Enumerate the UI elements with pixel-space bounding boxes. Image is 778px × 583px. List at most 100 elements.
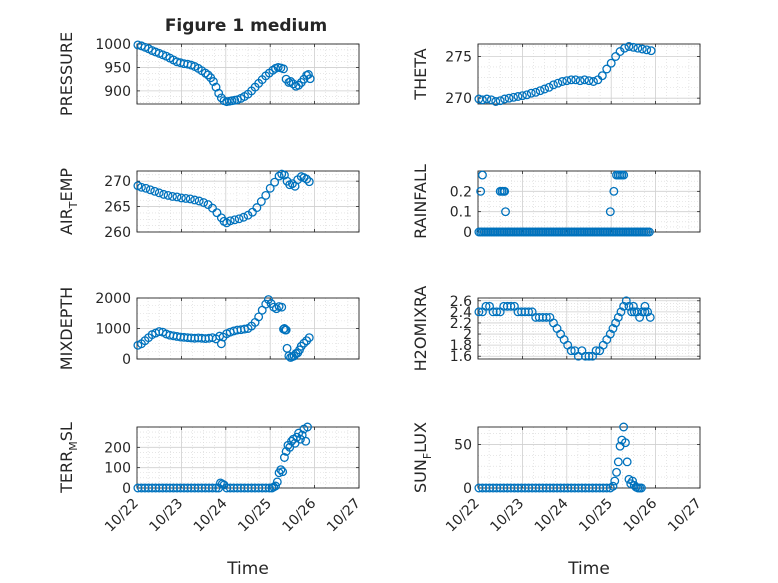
data-series bbox=[474, 42, 656, 106]
subplot-mixdepth: 2000 1000 0 MIXDEPTH bbox=[57, 287, 360, 370]
data-point bbox=[214, 88, 224, 98]
data-point bbox=[225, 216, 235, 226]
data-point bbox=[609, 186, 619, 196]
data-point bbox=[544, 82, 554, 92]
data-point bbox=[522, 90, 532, 100]
y-axis-label-main: H2OMIXRA bbox=[411, 286, 430, 372]
subplot-air-temp: 270 265 260 AIRTEMP bbox=[57, 168, 360, 241]
data-point bbox=[276, 465, 286, 475]
data-point bbox=[200, 68, 210, 78]
y-tick-label: 270 bbox=[104, 174, 131, 190]
y-axis-label-main: PRESSURE bbox=[57, 32, 76, 116]
data-series bbox=[133, 422, 312, 493]
data-point bbox=[628, 301, 638, 311]
data-point bbox=[303, 422, 312, 432]
data-point bbox=[486, 95, 496, 105]
data-point bbox=[566, 75, 576, 85]
y-tick-label: 900 bbox=[104, 84, 131, 100]
data-point bbox=[616, 307, 626, 317]
data-point bbox=[294, 80, 304, 90]
y-axis-label: MIXDEPTH bbox=[57, 287, 76, 370]
data-point bbox=[637, 307, 647, 317]
data-point bbox=[605, 329, 615, 339]
data-point bbox=[633, 43, 643, 53]
data-point bbox=[172, 192, 182, 202]
y-tick-label: 1000 bbox=[95, 37, 131, 53]
data-point bbox=[635, 312, 645, 322]
data-point bbox=[181, 193, 191, 203]
x-axis-label: Time bbox=[226, 559, 269, 579]
y-tick-label: 100 bbox=[104, 461, 131, 477]
data-point bbox=[612, 467, 621, 477]
y-tick-label: 0.2 bbox=[450, 184, 472, 200]
minor-grid bbox=[478, 44, 700, 104]
data-point bbox=[252, 203, 262, 213]
y-tick-label: 1.6 bbox=[450, 349, 472, 365]
data-point bbox=[185, 194, 195, 204]
data-point bbox=[303, 70, 313, 79]
data-point bbox=[256, 197, 266, 206]
y-tick-label: 270 bbox=[445, 91, 472, 107]
y-axis-label: SUNFLUX bbox=[411, 422, 434, 493]
subplot-h2omixra: 2.62.42.221.81.6 H2OMIXRA bbox=[411, 286, 701, 372]
y-axis-label-main: AIR bbox=[57, 208, 76, 235]
data-point bbox=[627, 307, 637, 317]
data-point bbox=[150, 186, 160, 196]
y-axis-label-main: THETA bbox=[411, 48, 430, 100]
data-point bbox=[176, 193, 186, 203]
data-point bbox=[571, 75, 581, 85]
data-point bbox=[605, 207, 615, 217]
data-point bbox=[194, 196, 204, 206]
data-point bbox=[646, 46, 656, 56]
data-point bbox=[270, 177, 280, 187]
data-series bbox=[133, 40, 315, 107]
data-point bbox=[608, 324, 618, 333]
data-point bbox=[265, 183, 275, 193]
data-point bbox=[211, 483, 221, 493]
data-point bbox=[208, 77, 218, 86]
data-point bbox=[491, 97, 501, 106]
data-point bbox=[602, 483, 612, 493]
axes-box bbox=[477, 43, 701, 105]
major-grid bbox=[478, 298, 700, 359]
data-point bbox=[562, 76, 572, 86]
data-point bbox=[304, 177, 314, 187]
y-tick-label: 260 bbox=[104, 225, 131, 241]
data-series bbox=[474, 422, 646, 493]
data-point bbox=[495, 96, 505, 106]
data-point bbox=[212, 208, 222, 218]
y-tick-label: 950 bbox=[104, 60, 131, 76]
y-tick-label: 265 bbox=[104, 200, 131, 216]
data-point bbox=[526, 88, 536, 98]
data-point bbox=[611, 52, 621, 61]
data-point bbox=[477, 170, 487, 180]
data-point bbox=[610, 476, 620, 486]
data-point bbox=[549, 80, 558, 90]
minor-grid bbox=[137, 171, 359, 232]
data-point bbox=[580, 75, 590, 85]
data-point bbox=[575, 76, 585, 86]
data-point bbox=[295, 434, 305, 444]
data-point bbox=[203, 70, 213, 80]
y-tick-label: 0 bbox=[463, 481, 472, 497]
axes-box bbox=[136, 43, 360, 105]
y-axis-label: RAINFALL bbox=[411, 164, 430, 239]
data-series bbox=[474, 170, 654, 237]
y-axis-label: TERRMSL bbox=[57, 422, 80, 494]
data-point bbox=[482, 94, 492, 104]
data-point bbox=[301, 436, 311, 446]
y-tick-label: 2 bbox=[463, 327, 472, 343]
data-point bbox=[640, 301, 650, 311]
y-tick-label: 2.4 bbox=[450, 305, 472, 321]
data-point bbox=[608, 481, 618, 491]
data-point bbox=[509, 92, 518, 102]
data-point bbox=[606, 58, 616, 68]
data-point bbox=[261, 299, 271, 309]
data-point bbox=[272, 477, 282, 487]
y-tick-label: 50 bbox=[454, 437, 472, 453]
y-axis-label: AIRTEMP bbox=[57, 168, 80, 235]
x-axis-label: Time bbox=[567, 559, 610, 579]
data-point bbox=[637, 44, 647, 54]
data-point bbox=[302, 174, 312, 184]
